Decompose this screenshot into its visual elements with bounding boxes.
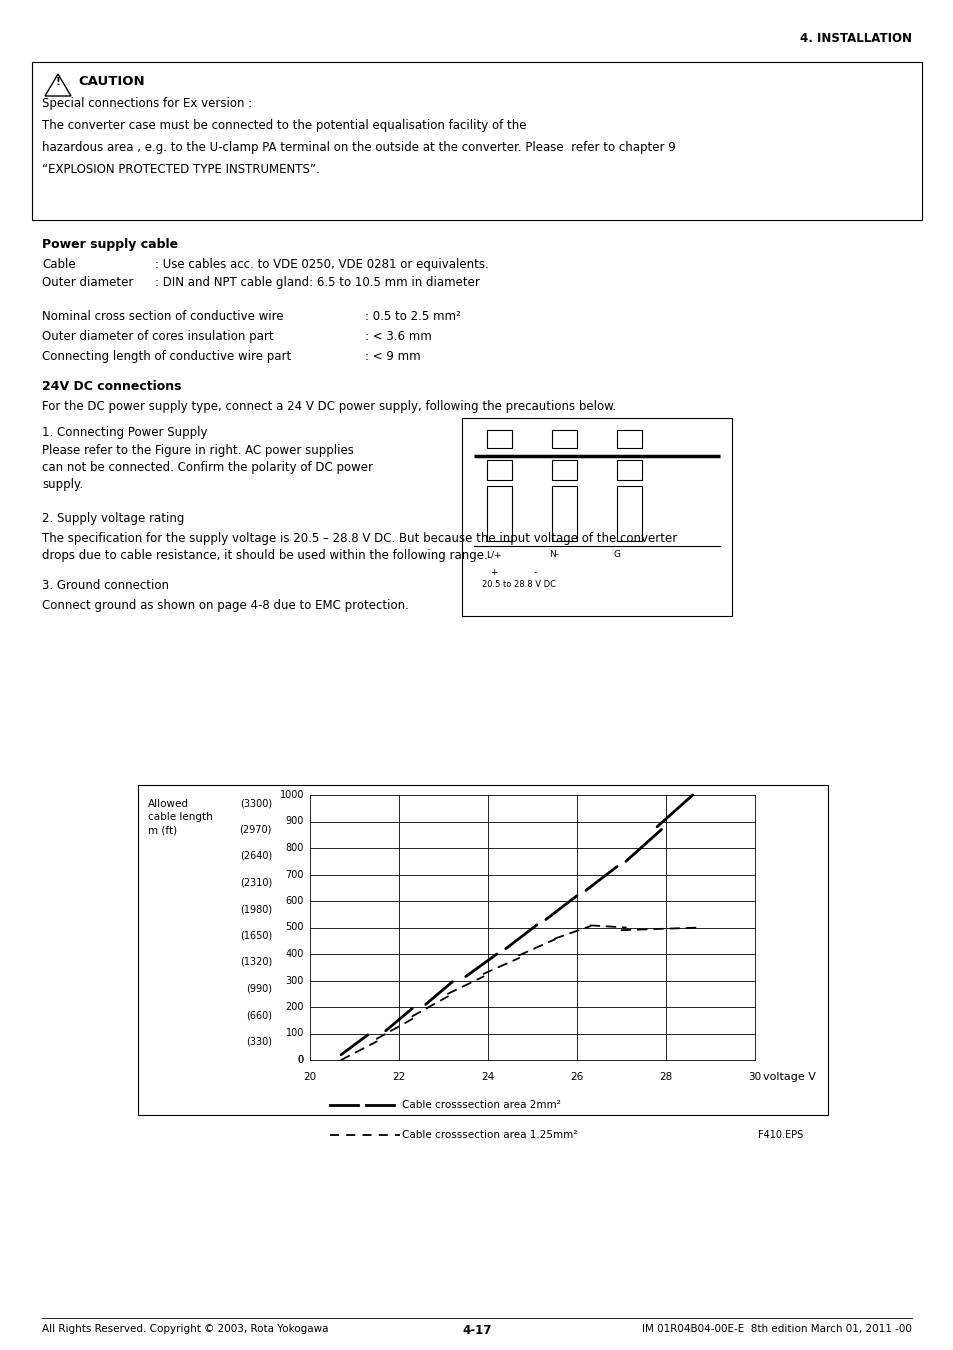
Text: drops due to cable resistance, it should be used within the following range.: drops due to cable resistance, it should… (42, 549, 487, 562)
Text: (3300): (3300) (239, 798, 272, 809)
Text: 500: 500 (285, 922, 304, 933)
Text: 30: 30 (748, 1072, 760, 1081)
Bar (461, 418, 731, 616)
Text: Connect ground as shown on page 4-8 due to EMC protection.: Connect ground as shown on page 4-8 due … (42, 599, 409, 612)
Text: Special connections for Ex version :: Special connections for Ex version : (42, 97, 252, 109)
Text: : < 9 mm: : < 9 mm (365, 350, 420, 363)
Bar (138, 784, 827, 1115)
Text: 4. INSTALLATION: 4. INSTALLATION (800, 32, 911, 45)
Text: 26: 26 (570, 1072, 583, 1081)
Text: 600: 600 (285, 896, 304, 906)
Text: (1320): (1320) (239, 957, 272, 967)
Text: 24: 24 (481, 1072, 494, 1081)
Text: 0: 0 (297, 1054, 304, 1065)
Text: “EXPLOSION PROTECTED TYPE INSTRUMENTS”.: “EXPLOSION PROTECTED TYPE INSTRUMENTS”. (42, 163, 319, 176)
Text: The specification for the supply voltage is 20.5 – 28.8 V DC. But because the in: The specification for the supply voltage… (42, 532, 677, 545)
Text: F410.EPS: F410.EPS (757, 1130, 802, 1139)
Text: (2970): (2970) (239, 825, 272, 834)
Text: IM 01R04B04-00E-E  8th edition March 01, 2011 -00: IM 01R04B04-00E-E 8th edition March 01, … (641, 1324, 911, 1334)
Text: 24V DC connections: 24V DC connections (42, 379, 181, 393)
Bar (552, 486, 577, 541)
Text: (1650): (1650) (239, 930, 272, 941)
Bar (486, 486, 512, 541)
Bar (552, 460, 577, 481)
Text: 3. Ground connection: 3. Ground connection (42, 579, 169, 593)
Text: Cable: Cable (42, 258, 75, 271)
Bar (617, 460, 641, 481)
Text: supply.: supply. (42, 478, 83, 491)
Text: All Rights Reserved. Copyright © 2003, Rota Yokogawa: All Rights Reserved. Copyright © 2003, R… (42, 1324, 328, 1334)
Text: 4-17: 4-17 (462, 1324, 491, 1336)
Text: (990): (990) (246, 984, 272, 994)
Text: The converter case must be connected to the potential equalisation facility of t: The converter case must be connected to … (42, 119, 526, 132)
Text: N-: N- (548, 549, 558, 559)
Text: G: G (614, 549, 620, 559)
Text: 800: 800 (285, 842, 304, 853)
Text: For the DC power supply type, connect a 24 V DC power supply, following the prec: For the DC power supply type, connect a … (42, 400, 616, 413)
Bar (486, 460, 512, 481)
Text: Allowed
cable length
m (ft): Allowed cable length m (ft) (148, 799, 213, 836)
Text: 20: 20 (303, 1072, 316, 1081)
Text: 0: 0 (297, 1054, 304, 1065)
Text: (2640): (2640) (239, 850, 272, 861)
Bar (617, 486, 641, 541)
Bar (617, 431, 641, 448)
Text: L/+: L/+ (485, 549, 501, 559)
Bar (486, 431, 512, 448)
Text: 400: 400 (285, 949, 304, 958)
Bar (32, 62, 921, 220)
Text: Connecting length of conductive wire part: Connecting length of conductive wire par… (42, 350, 291, 363)
Text: 20.5 to 28.8 V DC: 20.5 to 28.8 V DC (481, 580, 556, 589)
Text: hazardous area , e.g. to the U-clamp PA terminal on the outside at the converter: hazardous area , e.g. to the U-clamp PA … (42, 140, 675, 154)
Text: 700: 700 (285, 869, 304, 879)
Text: (660): (660) (246, 1010, 272, 1021)
Text: (330): (330) (246, 1037, 272, 1046)
Text: Power supply cable: Power supply cable (42, 238, 178, 251)
Text: Please refer to the Figure in right. AC power supplies: Please refer to the Figure in right. AC … (42, 444, 354, 458)
Text: Nominal cross section of conductive wire: Nominal cross section of conductive wire (42, 310, 283, 323)
Text: CAUTION: CAUTION (78, 76, 145, 88)
Text: -: - (534, 568, 537, 576)
Text: 300: 300 (285, 976, 304, 986)
Text: : DIN and NPT cable gland: 6.5 to 10.5 mm in diameter: : DIN and NPT cable gland: 6.5 to 10.5 m… (154, 275, 479, 289)
Text: : Use cables acc. to VDE 0250, VDE 0281 or equivalents.: : Use cables acc. to VDE 0250, VDE 0281 … (154, 258, 488, 271)
Text: Outer diameter: Outer diameter (42, 275, 133, 289)
Text: (1980): (1980) (239, 904, 272, 914)
Text: 22: 22 (392, 1072, 405, 1081)
Text: 200: 200 (285, 1002, 304, 1012)
Text: 1000: 1000 (279, 790, 304, 801)
Text: +: + (490, 568, 497, 576)
Text: Outer diameter of cores insulation part: Outer diameter of cores insulation part (42, 329, 274, 343)
Text: : < 3.6 mm: : < 3.6 mm (365, 329, 432, 343)
Text: 900: 900 (285, 817, 304, 826)
Text: (2310): (2310) (239, 878, 272, 887)
Text: 28: 28 (659, 1072, 672, 1081)
Text: 100: 100 (285, 1029, 304, 1038)
Text: Cable crosssection area 2mm²: Cable crosssection area 2mm² (401, 1100, 560, 1110)
Text: 2. Supply voltage rating: 2. Supply voltage rating (42, 512, 184, 525)
Text: : 0.5 to 2.5 mm²: : 0.5 to 2.5 mm² (365, 310, 460, 323)
Text: !: ! (55, 77, 60, 86)
Bar (552, 431, 577, 448)
Text: can not be connected. Confirm the polarity of DC power: can not be connected. Confirm the polari… (42, 460, 373, 474)
Text: Cable crosssection area 1.25mm²: Cable crosssection area 1.25mm² (401, 1130, 577, 1139)
Text: voltage V: voltage V (762, 1072, 815, 1081)
Text: 1. Connecting Power Supply: 1. Connecting Power Supply (42, 427, 208, 439)
